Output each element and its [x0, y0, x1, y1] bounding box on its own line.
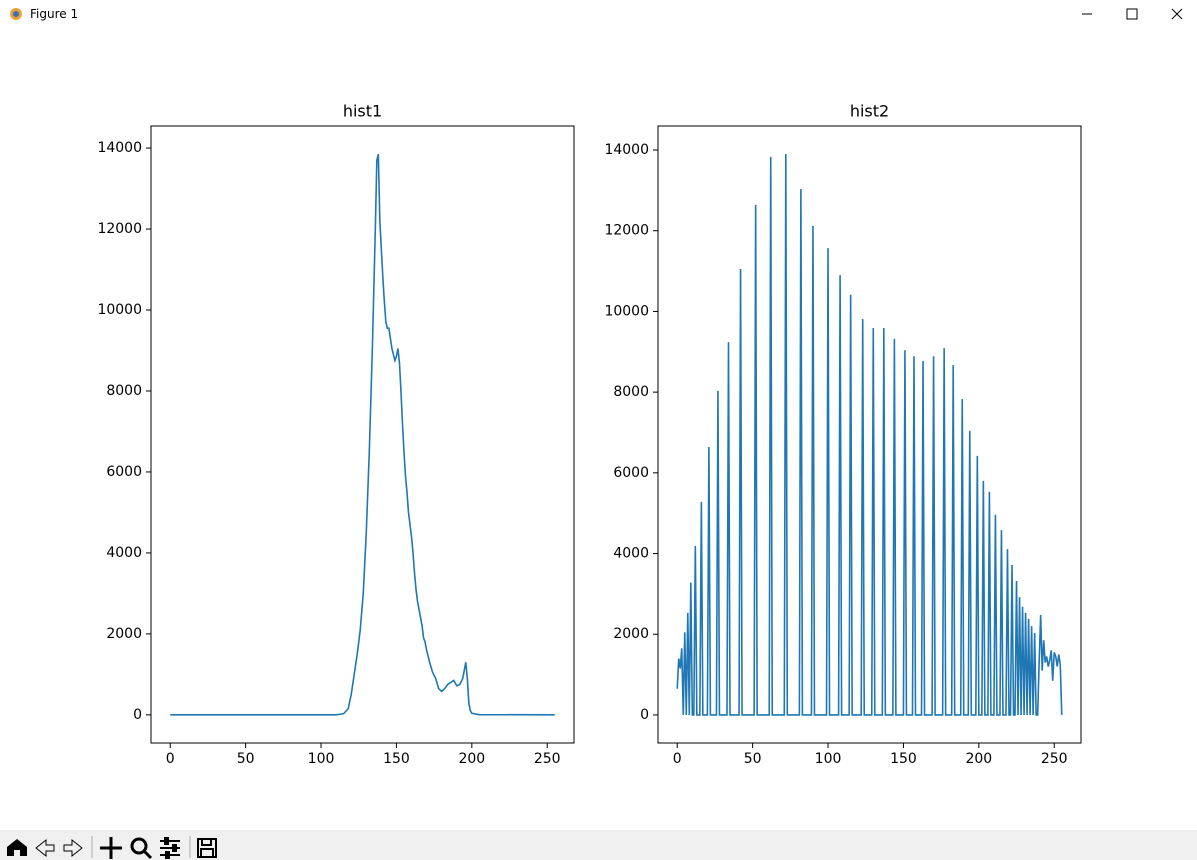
x-tick-label: 100 [308, 751, 335, 767]
axes-frame [657, 125, 1082, 744]
y-tick-label: 12000 [97, 221, 142, 237]
window-title: Figure 1 [30, 7, 79, 21]
y-tick-label: 0 [133, 707, 142, 723]
app-icon [10, 8, 22, 20]
x-tick-label: 150 [890, 751, 917, 767]
x-tick-label: 250 [534, 751, 561, 767]
toolbar [0, 830, 1197, 860]
x-tick-label: 0 [673, 751, 682, 767]
y-tick-label: 2000 [613, 626, 649, 642]
x-tick-label: 200 [965, 751, 992, 767]
y-tick-label: 2000 [106, 626, 142, 642]
y-tick-label: 6000 [106, 464, 142, 480]
y-tick-label: 10000 [97, 302, 142, 318]
y-tick-label: 0 [640, 707, 649, 723]
y-tick-label: 4000 [613, 546, 649, 562]
chart-title: hist2 [850, 102, 889, 121]
close-button[interactable] [1171, 8, 1183, 20]
x-tick-label: 50 [744, 751, 762, 767]
y-tick-label: 14000 [97, 140, 142, 156]
x-tick-label: 0 [166, 751, 175, 767]
x-tick-label: 100 [815, 751, 842, 767]
chart-title: hist1 [343, 102, 382, 121]
y-tick-label: 6000 [613, 465, 649, 481]
x-tick-label: 150 [383, 751, 410, 767]
zoom-button[interactable] [130, 837, 153, 860]
window-controls [1082, 8, 1183, 20]
data-line [676, 154, 1063, 716]
y-tick-label: 14000 [604, 142, 649, 158]
maximize-button[interactable] [1126, 8, 1138, 20]
title-bar: Figure 1 [0, 0, 1197, 28]
toolbar-icons [7, 836, 217, 860]
data-line [170, 153, 555, 716]
y-tick-label: 4000 [106, 545, 142, 561]
pan-button[interactable] [100, 837, 122, 859]
forward-button[interactable] [63, 838, 83, 858]
save-button[interactable] [197, 838, 217, 858]
back-button[interactable] [35, 838, 55, 858]
x-tick-label: 200 [458, 751, 485, 767]
configure-button[interactable] [160, 837, 180, 859]
y-tick-label: 8000 [613, 384, 649, 400]
y-tick-label: 10000 [604, 303, 649, 319]
x-tick-label: 50 [237, 751, 255, 767]
y-tick-label: 8000 [106, 383, 142, 399]
axes-frame [150, 125, 575, 744]
y-tick-label: 12000 [604, 223, 649, 239]
x-tick-label: 250 [1041, 751, 1068, 767]
home-button[interactable] [7, 839, 27, 856]
